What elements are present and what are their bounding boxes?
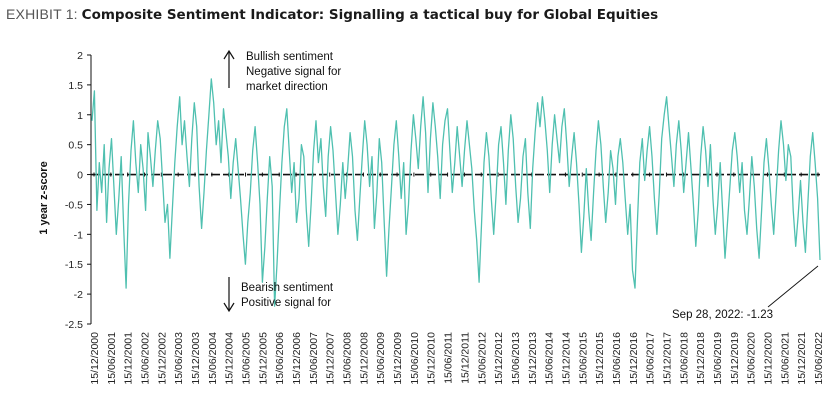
x-tick-label: 15/06/2003 xyxy=(173,332,185,385)
y-axis-label: 1 year z-score xyxy=(38,161,50,234)
x-tick-label: 15/06/2004 xyxy=(207,332,219,385)
x-tick-label: 15/06/2001 xyxy=(106,332,118,385)
x-tick-label: 15/12/2012 xyxy=(493,332,505,385)
x-tick-label: 15/06/2022 xyxy=(813,332,825,385)
latest-value-label: Sep 28, 2022: -1.23 xyxy=(672,309,773,321)
x-tick-label: 15/06/2012 xyxy=(476,332,488,385)
x-tick-label: 15/06/2006 xyxy=(274,332,286,385)
x-tick-label: 15/06/2017 xyxy=(645,332,657,385)
bullish-line-3: market direction xyxy=(246,81,328,93)
x-tick-label: 15/06/2020 xyxy=(746,332,758,385)
x-tick-label: 15/06/2010 xyxy=(409,332,421,385)
x-tick-label: 15/06/2015 xyxy=(577,332,589,385)
chart-title: EXHIBIT 1: Composite Sentiment Indicator… xyxy=(6,6,658,23)
bullish-line-2: Negative signal for xyxy=(246,66,341,78)
x-tick-label: 15/12/2006 xyxy=(291,332,303,385)
bullish-line-1: Bullish sentiment xyxy=(246,51,334,63)
x-tick-label: 15/06/2007 xyxy=(308,332,320,385)
y-tick-label: -2.5 xyxy=(65,319,83,331)
y-tick-label: 0.5 xyxy=(68,140,83,152)
y-tick-label: 0 xyxy=(77,170,83,182)
bearish-line-2: Positive signal for xyxy=(241,297,331,309)
x-tick-label: 15/06/2019 xyxy=(712,332,724,385)
x-tick-label: 15/12/2020 xyxy=(762,332,774,385)
y-tick-label: -0.5 xyxy=(65,199,83,211)
y-tick-label: -2 xyxy=(74,289,83,301)
x-tick-label: 15/06/2002 xyxy=(140,332,152,385)
x-tick-label: 15/12/2017 xyxy=(661,332,673,385)
x-tick-label: 15/12/2018 xyxy=(695,332,707,385)
x-tick-label: 15/06/2009 xyxy=(375,332,387,385)
x-tick-label: 15/06/2011 xyxy=(443,332,455,384)
x-tick-label: 15/12/2005 xyxy=(257,332,269,385)
exhibit-label: EXHIBIT 1: xyxy=(6,6,78,22)
series-layer xyxy=(91,78,821,307)
x-tick-label: 15/12/2001 xyxy=(123,332,135,385)
x-tick-label: 15/12/2008 xyxy=(358,332,370,385)
x-tick-label: 15/12/2003 xyxy=(190,332,202,385)
y-tick-label: -1 xyxy=(74,229,83,241)
x-tick-label: 15/12/2009 xyxy=(392,332,404,385)
y-tick-label: -1.5 xyxy=(65,259,83,271)
x-tick-label: 15/12/2014 xyxy=(560,332,572,385)
up-arrowhead-icon xyxy=(223,49,235,60)
x-tick-label: 15/06/2016 xyxy=(611,332,623,385)
y-tick-label: 2 xyxy=(77,50,83,62)
x-tick-label: 15/06/2005 xyxy=(241,332,253,385)
x-tick-label: 15/12/2013 xyxy=(527,332,539,385)
x-tick-label: 15/12/2004 xyxy=(224,332,236,385)
down-arrowhead-icon xyxy=(223,302,235,313)
x-tick-label: 15/12/2010 xyxy=(426,332,438,385)
x-tick-label: 15/12/2011 xyxy=(459,332,471,384)
x-tick-label: 15/12/2019 xyxy=(729,332,741,385)
x-tick-label: 15/06/2014 xyxy=(544,332,556,385)
x-tick-label: 15/06/2008 xyxy=(342,332,354,385)
x-tick-label: 15/12/2015 xyxy=(594,332,606,385)
x-tick-label: 15/12/2016 xyxy=(628,332,640,385)
annotations: Bullish sentiment Negative signal for ma… xyxy=(223,49,819,321)
y-tick-label: 1 xyxy=(77,110,83,122)
x-tick-label: 15/12/2021 xyxy=(796,332,808,385)
axes: 2 1.5 1 0.5 0 -0.5 -1 -1.5 -2 -2.5 15/12/2000 15/06… xyxy=(65,50,825,385)
bearish-line-1: Bearish sentiment xyxy=(241,282,334,294)
sentiment-series-line xyxy=(91,78,821,307)
x-tick-label: 15/12/2000 xyxy=(89,332,101,385)
y-tick-label: 1.5 xyxy=(68,80,83,92)
x-tick-label: 15/06/2013 xyxy=(510,332,522,385)
x-tick-label: 15/12/2002 xyxy=(156,332,168,385)
x-tick-label: 15/06/2021 xyxy=(779,332,791,385)
x-tick-label: 15/12/2007 xyxy=(325,332,337,385)
latest-value-leader-line xyxy=(767,265,819,308)
x-tick-label: 15/06/2018 xyxy=(678,332,690,385)
chart-title-text: Composite Sentiment Indicator: Signallin… xyxy=(81,7,659,23)
